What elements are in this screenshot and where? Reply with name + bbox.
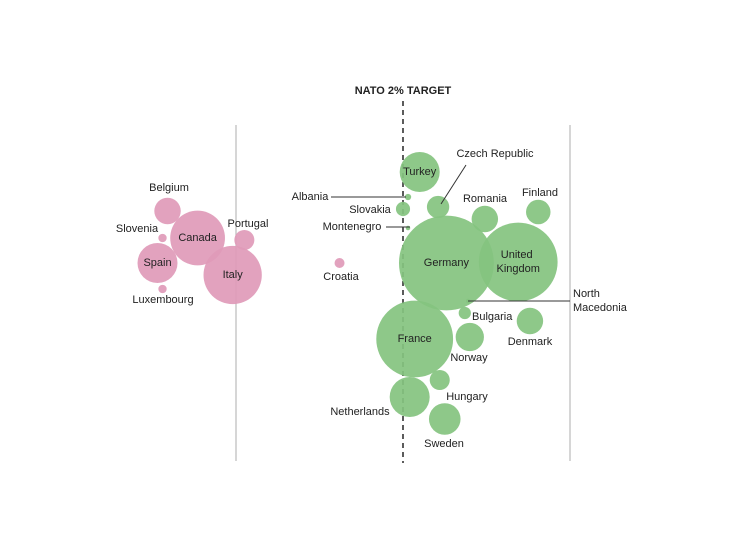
bubble: [478, 222, 558, 302]
bubble-label: Romania: [463, 193, 508, 205]
bubble: [458, 306, 471, 320]
bubble: [158, 284, 167, 294]
bubble-label: Hungary: [446, 391, 488, 403]
bubble-label: Turkey: [403, 166, 437, 178]
bubble: [405, 225, 411, 231]
bubble: [428, 403, 461, 435]
bubble-label: United Kingdom: [497, 249, 540, 275]
bubble-label: Bulgaria: [472, 311, 513, 323]
bubble: [526, 199, 551, 225]
bubble: [203, 245, 262, 305]
bubble-label: Netherlands: [330, 406, 390, 418]
bubble-label: Montenegro: [323, 221, 382, 233]
bubble-label: Albania: [292, 191, 330, 203]
bubble-label: North Macedonia: [573, 288, 628, 314]
bubble-label: Slovenia: [116, 223, 159, 235]
bubble-label: Belgium: [149, 182, 189, 194]
bubble-label: Luxembourg: [132, 294, 193, 306]
bubble-label: Portugal: [228, 218, 269, 230]
bubble-label: Norway: [450, 352, 488, 364]
leader-line: [440, 164, 467, 205]
bubble: [399, 152, 440, 192]
bubble: [376, 300, 454, 378]
bubble: [404, 193, 412, 201]
target-label: NATO 2% TARGET: [355, 85, 452, 97]
bubble-label: Croatia: [323, 271, 359, 283]
bubble: [234, 230, 255, 250]
bubble: [137, 243, 178, 283]
bubble: [516, 307, 544, 335]
bubble: [170, 210, 225, 266]
bubble-label: Slovakia: [349, 204, 391, 216]
bubble: [395, 201, 411, 217]
bubble-label: France: [398, 333, 432, 345]
bubble-label: Germany: [424, 257, 470, 269]
bubble: [158, 233, 167, 243]
bubble-label: Denmark: [508, 336, 553, 348]
bubble-label: Sweden: [424, 438, 464, 450]
bubble: [471, 205, 499, 233]
bubble: [429, 370, 450, 390]
bubble-label: Italy: [223, 269, 244, 281]
bubble: [455, 322, 484, 352]
bubble: [389, 377, 430, 417]
bubble-label: Finland: [522, 187, 558, 199]
bubble: [334, 258, 345, 268]
bubble-label: Canada: [178, 232, 217, 244]
bubble: [426, 195, 450, 219]
bubble-label: Spain: [143, 257, 171, 269]
bubble: [398, 215, 494, 311]
bubble: [154, 197, 181, 225]
bubble-label: Czech Republic: [456, 148, 534, 160]
